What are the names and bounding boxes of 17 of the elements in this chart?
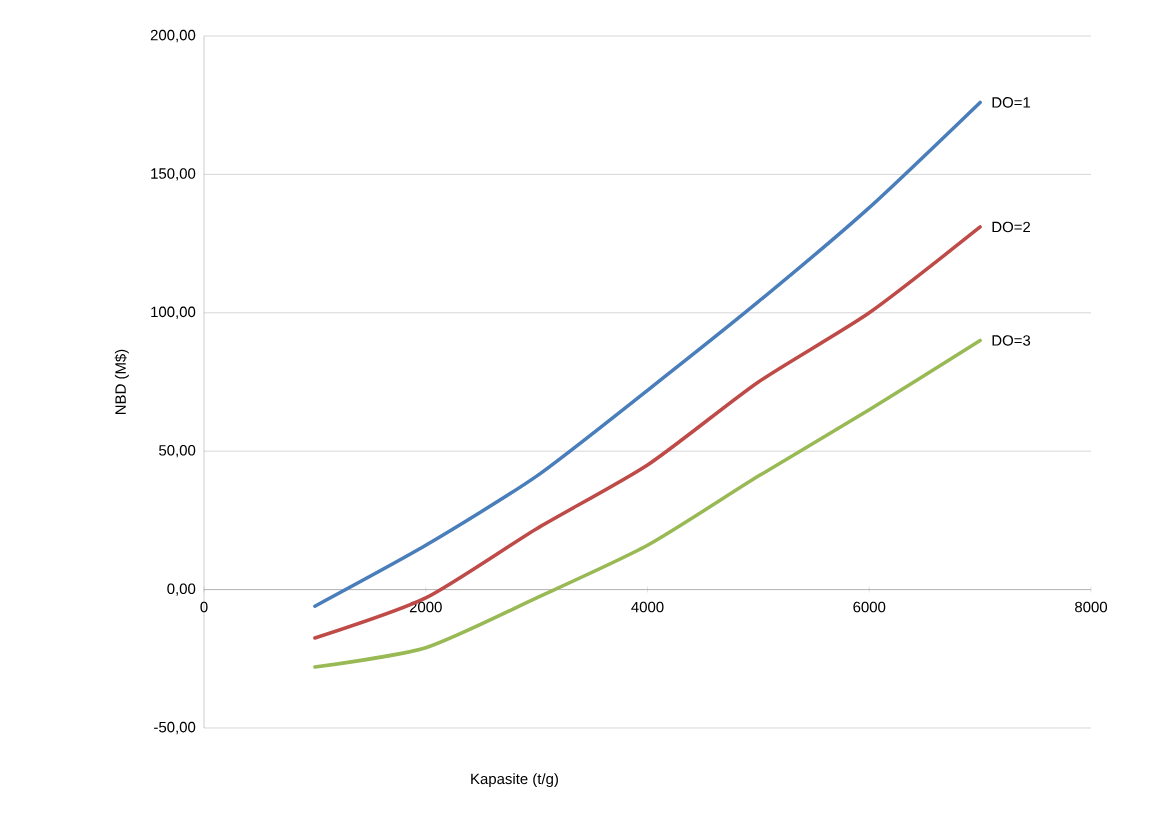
y-tick-label: 200,00 [150,29,196,43]
y-tick-label: 150,00 [151,168,196,181]
series-label: DO=3 [992,335,1031,346]
y-tick-label: -50,00 [154,721,196,735]
y-tick-label: 50,00 [159,445,196,458]
line-series [313,338,982,669]
y-axis-title: NBD (M$) [114,349,129,414]
x-tick-label: 0 [200,601,208,613]
series-label: DO=1 [992,97,1031,108]
x-tick-label: 8000 [1075,601,1108,613]
y-tick-label: 0,00 [167,583,196,596]
x-tick-label: 6000 [853,601,886,613]
y-tick-label: 100,00 [151,306,196,319]
line-series [313,225,982,640]
series-label: DO=2 [992,221,1031,233]
x-tick-label: 4000 [631,601,664,613]
x-axis-title: Kapasite (t/g) [471,773,558,788]
